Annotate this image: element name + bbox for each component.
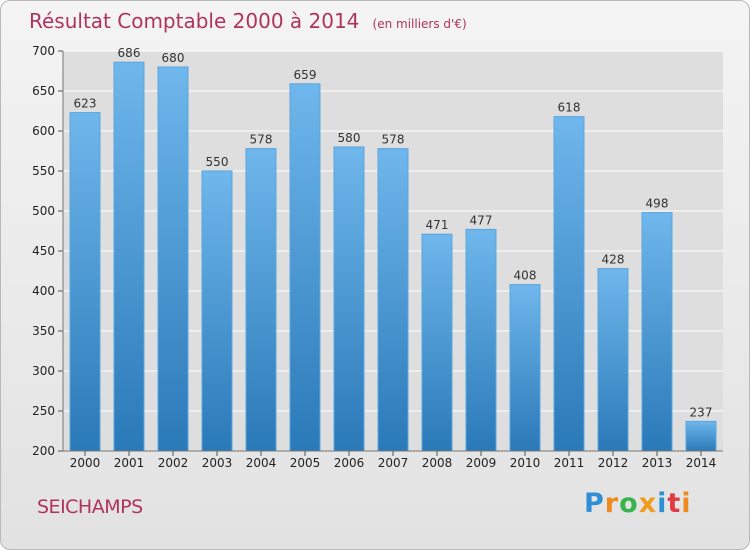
x-tick-label: 2010	[510, 456, 541, 470]
x-tick-label: 2013	[642, 456, 673, 470]
bar	[157, 66, 189, 452]
bar	[289, 83, 321, 452]
y-tick-label: 550	[32, 164, 55, 178]
bar	[553, 116, 585, 452]
data-label: 618	[558, 101, 581, 115]
data-label: 686	[118, 46, 141, 60]
x-tick-label: 2014	[686, 456, 717, 470]
x-tick-label: 2003	[202, 456, 233, 470]
bar	[641, 212, 673, 452]
y-tick-label: 450	[32, 244, 55, 258]
proxiti-logo[interactable]: Proxiti	[584, 488, 692, 519]
data-label: 623	[74, 97, 97, 111]
data-label: 408	[514, 269, 537, 283]
y-tick-label: 350	[32, 324, 55, 338]
x-tick-label: 2007	[378, 456, 409, 470]
bar	[201, 170, 233, 452]
city-name: SEICHAMPS	[37, 496, 143, 518]
data-labels: 623 686 680 550 578 659 580 578 471 477 408 618 428 4…	[74, 46, 713, 419]
data-label: 477	[470, 213, 493, 227]
y-tick-label: 250	[32, 404, 55, 418]
x-tick-label: 2000	[70, 456, 101, 470]
y-tick-label: 600	[32, 124, 55, 138]
x-tick-label: 2006	[334, 456, 365, 470]
x-tick-label: 2002	[158, 456, 189, 470]
data-label: 237	[690, 405, 713, 419]
y-tick-label: 700	[32, 44, 55, 58]
x-tick-label: 2011	[554, 456, 585, 470]
x-tick-label: 2012	[598, 456, 629, 470]
bar	[333, 146, 365, 452]
bar	[245, 148, 277, 452]
data-label: 471	[426, 218, 449, 232]
chart-unit-label: (en milliers d'€)	[372, 17, 467, 31]
y-tick-label: 300	[32, 364, 55, 378]
bar	[685, 420, 717, 452]
data-label: 550	[206, 155, 229, 169]
y-axis: 200 250 300 350 400 450 500 550 600 650 700	[32, 44, 64, 458]
x-tick-label: 2004	[246, 456, 277, 470]
bar	[421, 233, 453, 452]
x-tick-label: 2001	[114, 456, 145, 470]
y-tick-label: 200	[32, 444, 55, 458]
chart-title-text: Résultat Comptable 2000 à 2014	[29, 9, 360, 33]
bar	[465, 228, 497, 452]
data-label: 580	[338, 131, 361, 145]
x-axis: 2000 2001 2002 2003 2004 2005 2006 2007 2008 2009…	[63, 450, 723, 470]
data-label: 428	[602, 253, 625, 267]
data-label: 578	[382, 133, 405, 147]
y-tick-label: 500	[32, 204, 55, 218]
bar	[509, 284, 541, 452]
x-tick-label: 2008	[422, 456, 453, 470]
bar	[113, 61, 145, 452]
data-label: 659	[294, 68, 317, 82]
data-label: 498	[646, 197, 669, 211]
data-label: 680	[162, 51, 185, 65]
chart-title: Résultat Comptable 2000 à 2014 (en milli…	[29, 9, 467, 33]
y-tick-label: 650	[32, 84, 55, 98]
x-tick-label: 2005	[290, 456, 321, 470]
bar	[597, 268, 629, 452]
data-label: 578	[250, 133, 273, 147]
bar	[377, 148, 409, 452]
bar	[69, 112, 101, 452]
x-tick-label: 2009	[466, 456, 497, 470]
y-tick-label: 400	[32, 284, 55, 298]
